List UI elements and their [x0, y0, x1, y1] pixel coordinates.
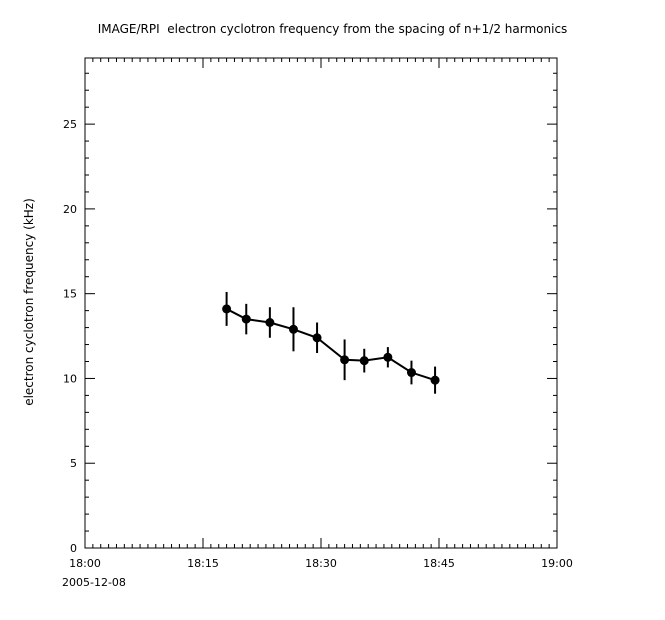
y-tick-label: 25 — [63, 118, 77, 131]
y-tick-label: 15 — [63, 288, 77, 301]
data-point — [406, 368, 416, 378]
data-point — [383, 352, 393, 362]
data-line — [226, 308, 436, 382]
y-tick-label: 5 — [70, 457, 77, 470]
y-tick-label: 10 — [63, 372, 77, 385]
data-point — [241, 314, 251, 324]
chart-title: IMAGE/RPI electron cyclotron frequency f… — [97, 22, 568, 36]
data-point — [312, 333, 322, 343]
plot-frame — [84, 57, 558, 549]
x-tick-label: 18:45 — [423, 557, 455, 570]
data-point — [265, 317, 275, 327]
y-tick-label: 0 — [70, 542, 77, 555]
x-tick-label: 18:00 — [69, 557, 101, 570]
x-tick-label: 19:00 — [541, 557, 573, 570]
y-tick-label: 20 — [63, 203, 77, 216]
x-tick-label: 18:30 — [305, 557, 337, 570]
data-point — [430, 375, 440, 385]
data-point — [359, 356, 369, 366]
data-point — [222, 304, 232, 314]
x-tick-label: 18:15 — [187, 557, 219, 570]
x-axis-date-label: 2005-12-08 — [62, 576, 126, 589]
data-point — [340, 355, 350, 365]
data-point — [288, 324, 298, 334]
